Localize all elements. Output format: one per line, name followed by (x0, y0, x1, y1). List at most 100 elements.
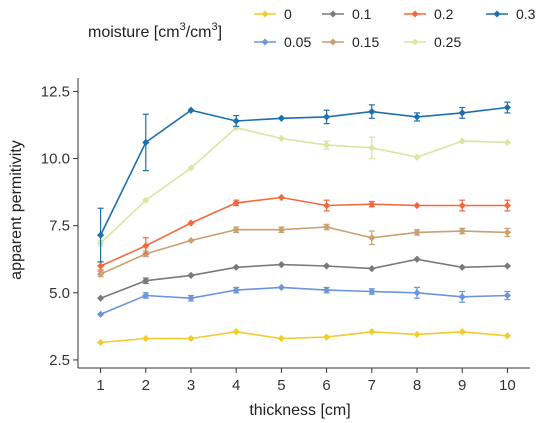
data-point (458, 201, 466, 210)
legend-swatch-marker (411, 10, 419, 18)
data-point (97, 294, 105, 302)
data-point (142, 242, 150, 250)
data-point (503, 201, 511, 210)
y-tick-label: 5.0 (49, 285, 70, 302)
data-point (142, 196, 150, 204)
y-tick-label: 7.5 (49, 218, 70, 235)
legend-label: 0.05 (284, 34, 311, 50)
x-axis-title: thickness [cm] (249, 402, 350, 419)
data-point (413, 201, 421, 210)
data-point (323, 333, 331, 341)
legend-label: 0.2 (434, 6, 454, 22)
series-0 (97, 328, 511, 347)
data-point (413, 228, 421, 236)
legend-title-exp2: 3 (211, 21, 217, 33)
data-point (503, 228, 511, 236)
data-point (142, 291, 150, 300)
data-point (503, 332, 511, 340)
data-point (232, 263, 240, 271)
series-line (100, 196, 508, 267)
y-axis-title: apparent permitivity (8, 140, 25, 280)
y-tick-label: 10.0 (41, 151, 70, 168)
data-point (97, 270, 105, 278)
legend-swatch-marker (411, 38, 419, 46)
legend-items: 0 0.1 0.2 0.3 0.05 0.15 0.25 (254, 6, 536, 50)
data-point (323, 223, 331, 231)
data-point (458, 227, 466, 235)
legend-title-suffix: ] (218, 24, 222, 41)
legend-swatch-marker (261, 10, 269, 18)
data-point (503, 103, 511, 112)
data-point (503, 262, 511, 270)
data-point (232, 199, 240, 207)
legend-item-0.25: 0.25 (404, 34, 461, 50)
data-point (277, 283, 285, 292)
data-point (187, 236, 195, 245)
series-line (100, 286, 508, 316)
data-point (232, 328, 240, 336)
legend-label: 0.3 (516, 6, 536, 22)
legend-item-0.2: 0.2 (404, 6, 454, 22)
legend-label: 0.25 (434, 34, 461, 50)
legend-label: 0.15 (352, 34, 379, 50)
data-point (187, 106, 195, 114)
data-point (458, 109, 466, 117)
data-point (187, 219, 195, 227)
x-tick-label: 5 (277, 377, 285, 394)
series-line (99, 106, 508, 236)
data-point (277, 261, 285, 269)
data-point (142, 277, 150, 285)
data-point (97, 262, 105, 270)
series-line (100, 258, 508, 299)
legend-item-0.05: 0.05 (254, 34, 311, 50)
data-point (187, 334, 195, 343)
data-point (323, 262, 331, 270)
data-point (277, 193, 285, 202)
legend-item-0: 0 (254, 6, 292, 22)
data-point (142, 138, 150, 147)
data-point (323, 201, 331, 210)
data-point (323, 286, 331, 294)
data-point (503, 291, 511, 300)
legend-swatch-marker (493, 10, 501, 18)
data-point (142, 334, 150, 343)
data-point (368, 107, 376, 116)
data-point (503, 138, 511, 147)
data-point (458, 328, 466, 336)
series-0.15 (97, 223, 511, 278)
data-point (413, 153, 421, 161)
x-tick-label: 4 (232, 377, 240, 394)
legend-item-0.15: 0.15 (322, 34, 379, 50)
data-point (413, 330, 421, 339)
x-tick-label: 8 (413, 377, 421, 394)
data-point (232, 226, 240, 234)
data-point (323, 141, 331, 149)
legend-title-mid: /cm (186, 24, 212, 41)
series-0.2 (97, 193, 511, 271)
data-point (458, 293, 466, 301)
legend-swatch-marker (329, 10, 337, 18)
data-point (187, 164, 195, 172)
series-0.1 (97, 255, 511, 302)
y-ticks: 2.5 5.0 7.5 10.0 12.5 (41, 83, 78, 369)
series-line (100, 226, 508, 275)
data-point (97, 231, 105, 239)
data-point (413, 113, 421, 121)
legend-title: moisture [cm3/cm3] (88, 21, 222, 41)
data-point (97, 338, 105, 347)
data-point (368, 144, 376, 152)
x-tick-label: 3 (187, 377, 195, 394)
legend-swatch-marker (329, 38, 337, 46)
data-point (232, 286, 240, 294)
x-tick-label: 2 (142, 377, 150, 394)
x-tick-label: 7 (368, 377, 376, 394)
data-point (368, 200, 376, 208)
legend-item-0.1: 0.1 (322, 6, 372, 22)
data-point (413, 289, 421, 297)
data-point (232, 117, 240, 125)
series-0.05 (97, 283, 511, 318)
data-point (458, 137, 466, 145)
data-point (97, 310, 105, 318)
data-point (187, 294, 195, 302)
